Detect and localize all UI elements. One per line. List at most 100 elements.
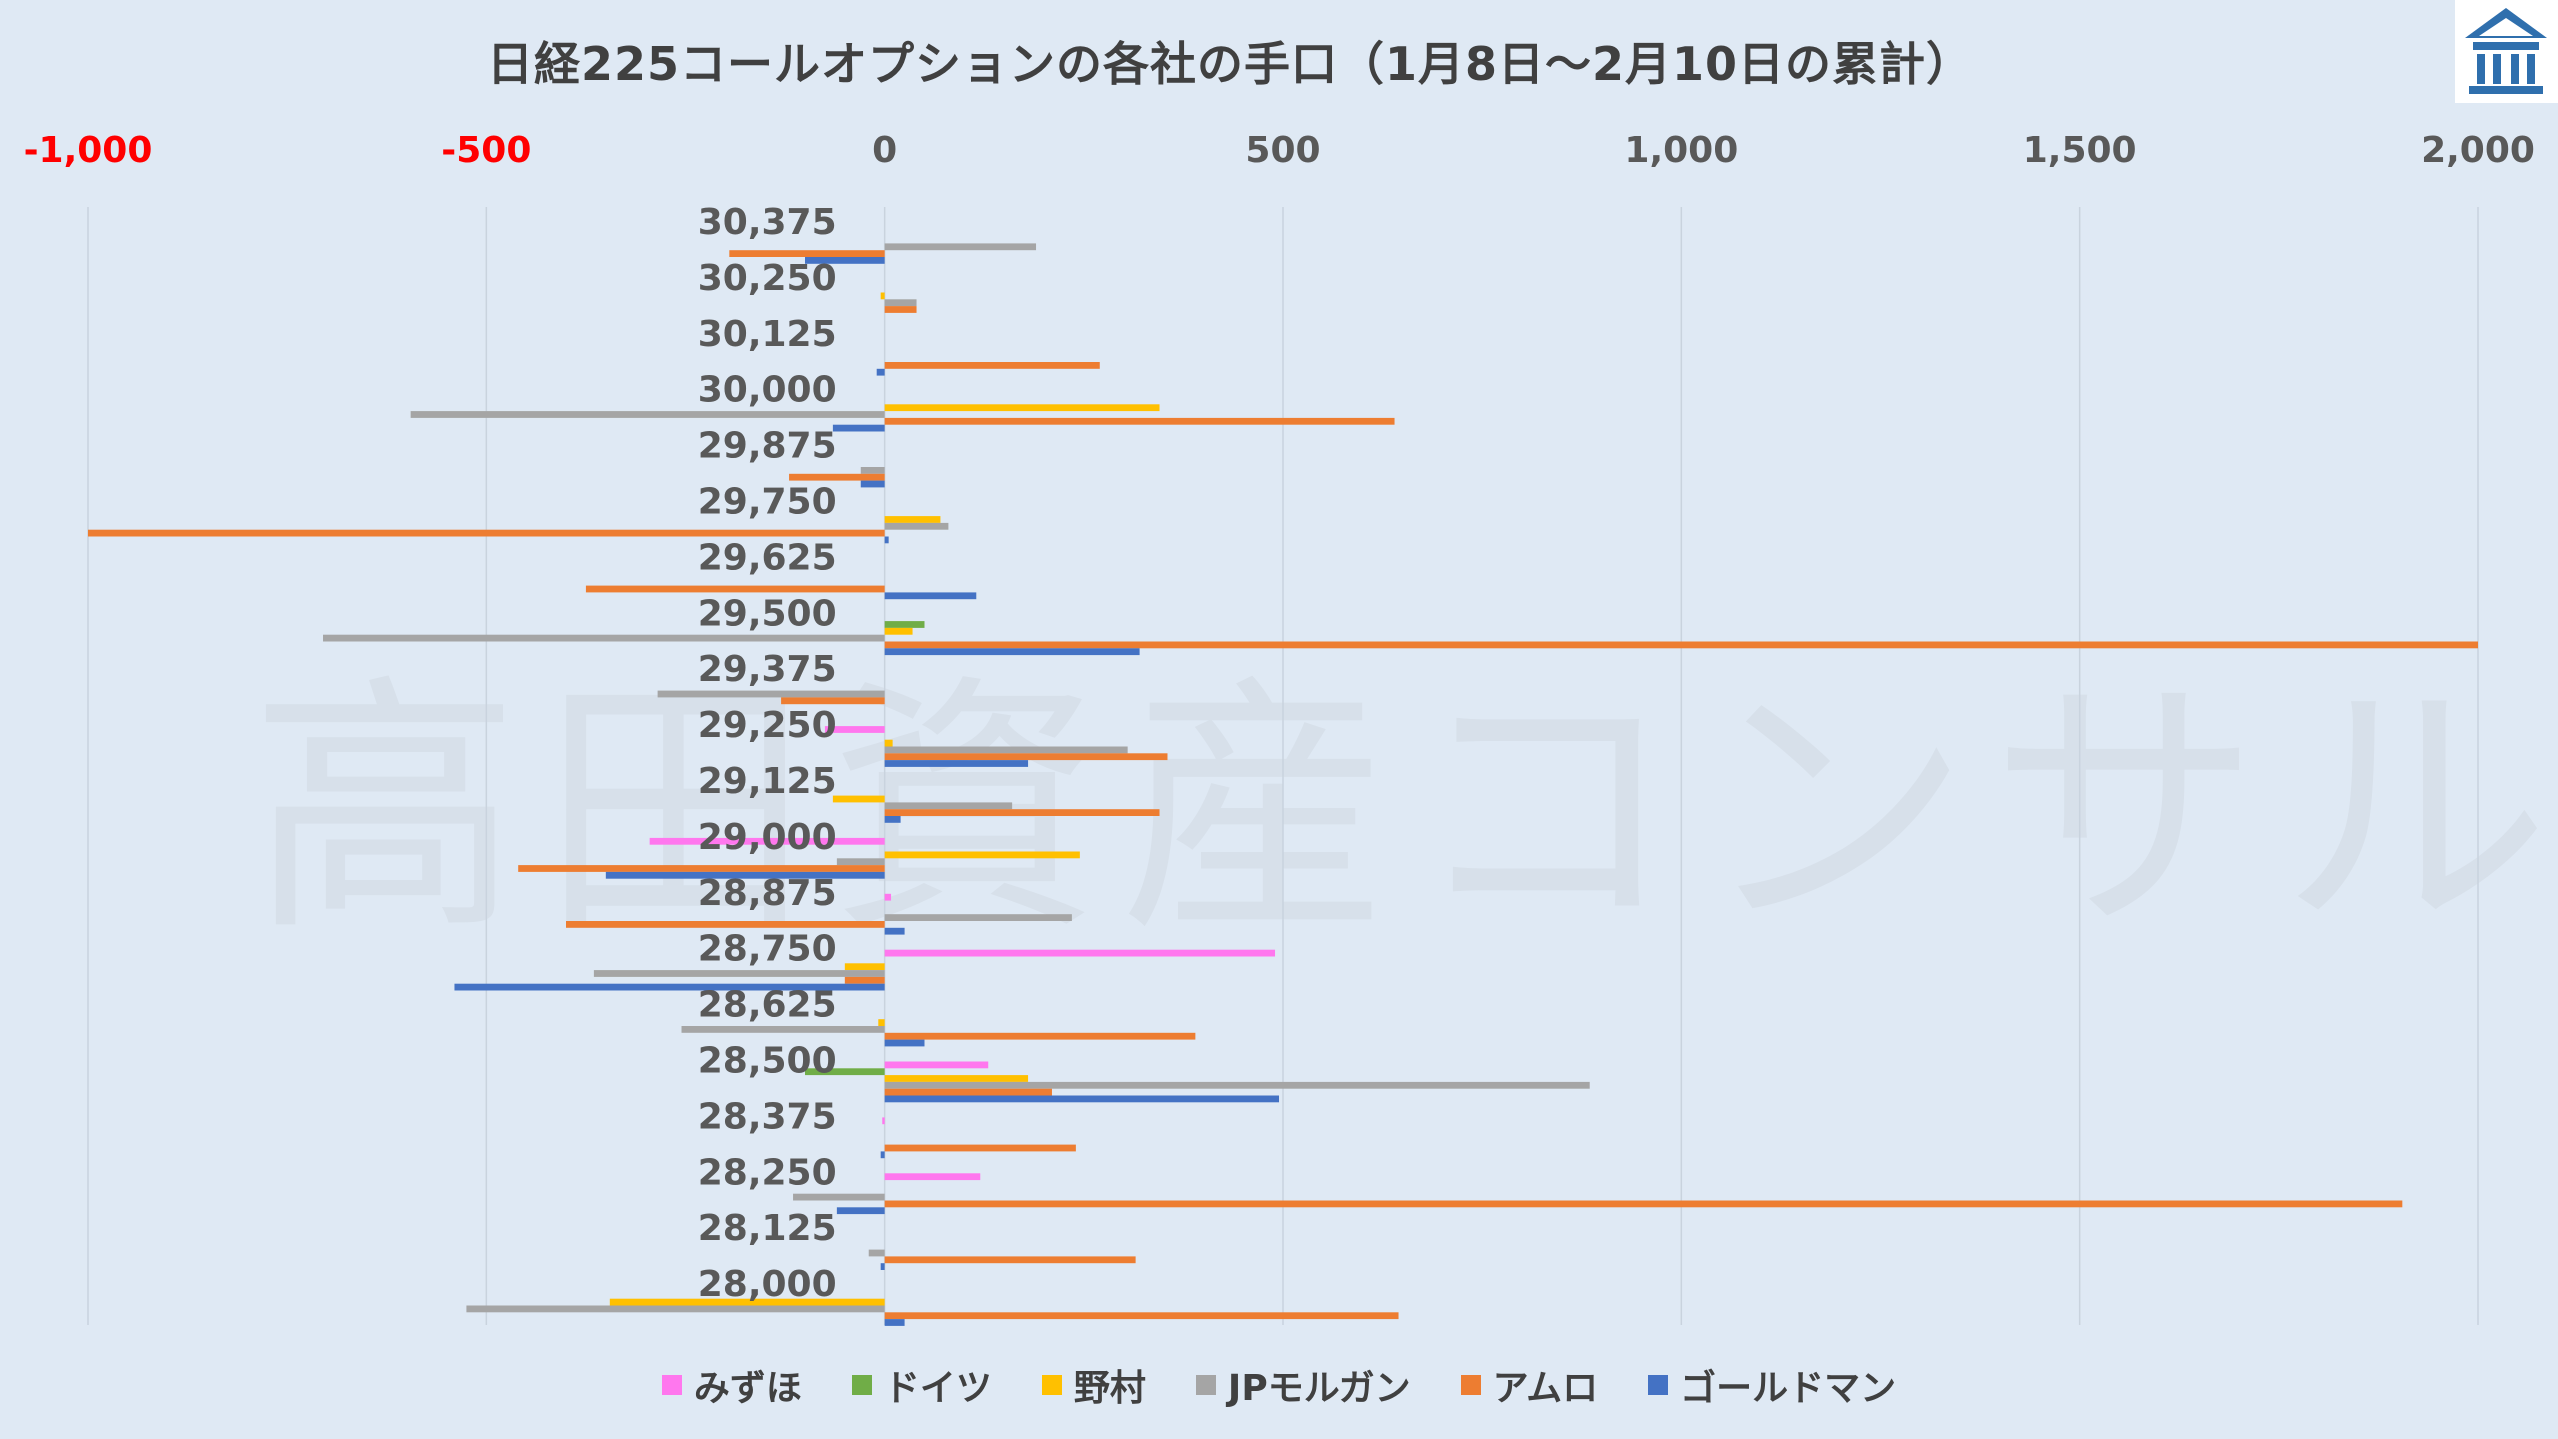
bar xyxy=(884,1075,1029,1082)
bar xyxy=(605,871,885,879)
bar xyxy=(884,927,905,935)
legend-item: アムロ xyxy=(1460,1359,1598,1411)
x-axis-ticks: -1,000 -500 0 500 1,000 1,500 2,000 xyxy=(24,130,2535,171)
bar xyxy=(681,1026,885,1033)
legend-label: ドイツ xyxy=(883,1368,992,1409)
bar xyxy=(884,404,1160,412)
bar xyxy=(884,914,1072,921)
bar xyxy=(884,1032,1196,1040)
bar xyxy=(884,641,2478,649)
bar xyxy=(832,795,885,803)
bar xyxy=(876,368,885,376)
watermark-text: 高田資産コンサル xyxy=(250,652,2558,967)
legend-item: ゴールドマン xyxy=(1648,1359,1896,1411)
bar xyxy=(884,1039,925,1047)
bar xyxy=(882,1117,885,1125)
bar xyxy=(88,529,885,537)
bar xyxy=(454,983,885,991)
legend-swatch xyxy=(851,1375,872,1395)
x-tick-label: -1,000 xyxy=(24,130,153,171)
x-tick-label: 2,000 xyxy=(2421,130,2535,171)
bar xyxy=(410,411,885,418)
bar xyxy=(836,1207,885,1215)
bar xyxy=(805,1068,885,1076)
legend-label: みずほ xyxy=(693,1368,802,1409)
legend-swatch xyxy=(1460,1375,1481,1395)
bar xyxy=(884,1173,981,1181)
x-tick-label: 1,500 xyxy=(2023,130,2137,171)
y-category-label: 28,000 xyxy=(698,1264,837,1305)
bar xyxy=(884,739,893,747)
bar xyxy=(884,1095,1280,1103)
bar xyxy=(884,1312,1399,1320)
bar xyxy=(884,816,901,823)
legend-swatch xyxy=(1041,1375,1062,1395)
bar xyxy=(884,627,913,635)
bar xyxy=(836,858,885,866)
bar xyxy=(880,1263,885,1270)
bar xyxy=(884,1256,1136,1264)
bar xyxy=(884,648,1140,656)
legend-swatch xyxy=(1195,1375,1216,1395)
legend-item: 野村 xyxy=(1041,1359,1146,1411)
bar xyxy=(884,809,1160,816)
bar xyxy=(884,243,1037,251)
bar xyxy=(884,949,1276,957)
bar xyxy=(884,802,1013,810)
building-logo-icon xyxy=(2465,8,2547,94)
bar xyxy=(805,257,885,264)
y-category-label: 28,250 xyxy=(698,1152,837,1193)
bar xyxy=(884,893,892,901)
bar xyxy=(884,760,1029,767)
chart-legend: みずほ ドイツ 野村 JPモルガン アムロ ゴールドマン xyxy=(0,1355,2558,1415)
bar xyxy=(880,1151,885,1159)
bar xyxy=(884,746,1128,754)
legend-label: JPモルガン xyxy=(1227,1368,1411,1409)
bar xyxy=(518,865,885,872)
bar xyxy=(884,362,1100,369)
bar xyxy=(844,963,885,971)
y-category-label: 29,500 xyxy=(698,593,837,634)
bar xyxy=(884,621,925,628)
legend-item: ドイツ xyxy=(851,1359,992,1411)
bar xyxy=(884,1144,1076,1152)
y-category-label: 28,750 xyxy=(698,929,837,970)
bar xyxy=(884,1319,905,1326)
bar xyxy=(729,250,885,257)
bar xyxy=(466,1305,885,1313)
bar xyxy=(878,1019,885,1026)
bar xyxy=(880,292,885,300)
legend-item: JPモルガン xyxy=(1195,1359,1411,1411)
legend-label: ゴールドマン xyxy=(1680,1368,1897,1409)
legend-item: みずほ xyxy=(661,1359,802,1411)
bar xyxy=(884,753,1168,761)
bar xyxy=(884,417,1395,425)
y-category-label: 30,125 xyxy=(698,314,837,355)
bar xyxy=(609,1298,885,1306)
y-category-label: 28,625 xyxy=(698,985,837,1026)
y-category-label: 28,500 xyxy=(698,1041,837,1082)
bar xyxy=(566,921,885,928)
bar-series xyxy=(88,243,2478,1326)
legend-swatch xyxy=(661,1375,682,1395)
legend-swatch xyxy=(1648,1375,1669,1395)
y-category-label: 28,875 xyxy=(698,873,837,914)
y-category-label: 29,250 xyxy=(698,705,837,746)
bar xyxy=(860,480,885,488)
y-category-label: 29,375 xyxy=(698,649,837,690)
bar xyxy=(884,299,917,307)
company-logo xyxy=(2455,0,2558,103)
x-tick-label: 1,000 xyxy=(1624,130,1738,171)
y-category-label: 29,875 xyxy=(698,426,837,467)
x-tick-label: 0 xyxy=(872,130,897,171)
bar xyxy=(884,1200,2403,1208)
bar xyxy=(884,592,977,600)
bar xyxy=(781,697,885,705)
y-category-label: 29,125 xyxy=(698,761,837,802)
gridlines xyxy=(87,207,2479,1325)
y-category-label: 30,000 xyxy=(698,370,837,411)
y-category-label: 28,375 xyxy=(698,1096,837,1137)
bar xyxy=(884,1081,1590,1089)
chart-title: 日経225コールオプションの各社の手口（1月8日～2月10日の累計） xyxy=(486,37,1974,91)
